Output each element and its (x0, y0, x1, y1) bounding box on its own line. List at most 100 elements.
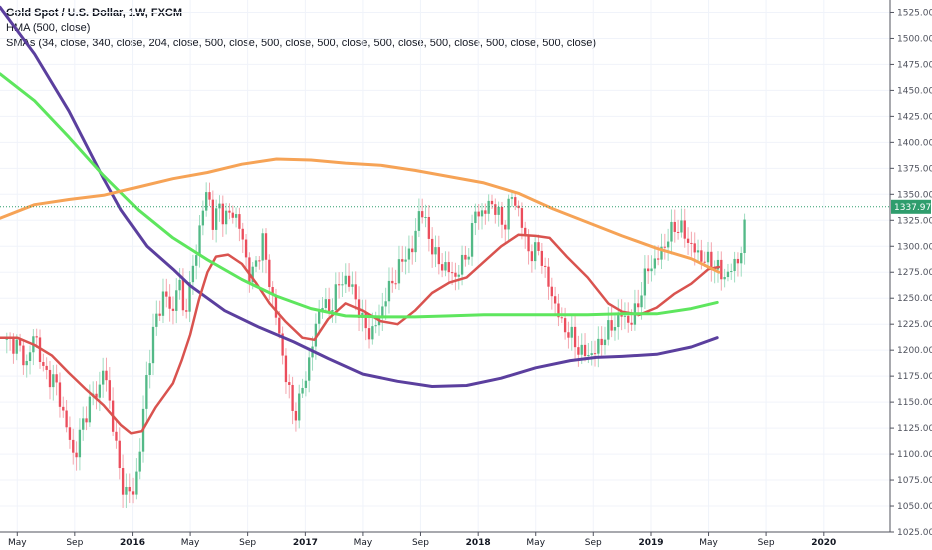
candle-body (487, 200, 490, 214)
candle-body (421, 211, 424, 218)
candle-body (205, 192, 208, 211)
candle-body (650, 268, 653, 272)
candle-body (35, 336, 38, 338)
y-tick-label: 1225.00 (897, 320, 932, 330)
x-tick-label: May (354, 538, 373, 548)
candle-body (244, 239, 248, 258)
candle-body (171, 308, 175, 311)
candle-body (258, 260, 261, 262)
candle-body (590, 353, 593, 356)
candle-body (593, 353, 597, 355)
candle-body (540, 250, 544, 266)
candle-body (653, 258, 657, 269)
candle-body (447, 262, 450, 273)
candle-body (454, 272, 457, 277)
y-tick-label: 1250.00 (897, 294, 932, 304)
candle-body (740, 253, 743, 264)
candle-body (723, 277, 726, 280)
y-tick-label: 1400.00 (897, 138, 932, 148)
candle-body (391, 280, 394, 284)
candle-body (733, 258, 736, 272)
candle-body (457, 274, 460, 277)
candle-body (145, 374, 148, 409)
candle-body (195, 255, 198, 266)
candle-body (268, 259, 271, 288)
candle-body (607, 320, 610, 340)
candle-body (663, 246, 666, 248)
candle-body (274, 295, 278, 318)
candle-body (517, 205, 520, 209)
candle-body (158, 313, 161, 316)
candle-body (347, 275, 351, 287)
candle-body (570, 326, 573, 338)
candle-body (580, 344, 583, 355)
candle-body (238, 214, 241, 229)
x-tick-label: Sep (758, 538, 775, 548)
candle-body (264, 233, 268, 260)
candle-body (397, 259, 401, 284)
y-tick-label: 1300.00 (897, 242, 932, 252)
candle-body (514, 197, 517, 206)
candle-body (128, 486, 131, 492)
candle-body (228, 210, 231, 213)
candle-body (587, 355, 590, 357)
candle-body (185, 310, 188, 312)
candle-body (55, 374, 58, 383)
candle-body (640, 295, 643, 308)
candle-body (647, 268, 650, 272)
candle-body (507, 198, 510, 230)
candle-body (62, 406, 65, 411)
candle-body (464, 254, 467, 260)
candle-body (557, 303, 560, 318)
candle-body (427, 216, 431, 239)
candle-body (294, 410, 298, 421)
chart-legend: Gold Spot / U.S. Dollar, 1W, FXCM HMA (5… (6, 6, 596, 51)
x-tick-label: May (699, 538, 718, 548)
candle-body (374, 325, 377, 327)
candle-body (610, 320, 613, 331)
candle-body (28, 352, 32, 361)
candle-body (82, 418, 85, 430)
y-tick-label: 1375.00 (897, 164, 932, 174)
candle-body (696, 250, 700, 253)
candle-body (224, 210, 228, 225)
candle-body (198, 225, 201, 256)
last-price-tag (891, 199, 931, 214)
candle-body (188, 282, 191, 312)
series-line-sma340 (0, 157, 721, 274)
candle-body (534, 242, 537, 262)
candle-body (281, 333, 284, 356)
candle-body (254, 260, 258, 267)
candle-body (88, 396, 92, 423)
candle-body (411, 248, 414, 253)
candle-body (131, 491, 135, 495)
candle-body (404, 259, 407, 262)
candle-body (65, 410, 68, 428)
candle-body (218, 203, 221, 209)
y-tick-label: 1325.00 (897, 216, 932, 226)
candle-body (577, 347, 580, 355)
candle-body (484, 210, 487, 214)
y-tick-label: 1275.00 (897, 268, 932, 278)
candle-body (72, 439, 75, 453)
candle-body (583, 344, 587, 357)
candle-body (121, 468, 125, 495)
candle-body (334, 284, 337, 310)
candle-body (241, 228, 244, 240)
series-line-sma204 (0, 72, 719, 319)
candle-body (720, 259, 723, 280)
candle-body (477, 211, 480, 217)
candle-body (676, 231, 680, 233)
y-tick-label: 1050.00 (897, 502, 932, 512)
candle-body (673, 221, 676, 232)
candle-body (231, 212, 234, 218)
candle-body (201, 210, 205, 226)
candle-body (716, 259, 720, 270)
candle-body (500, 206, 504, 225)
candle-body (331, 309, 334, 312)
candle-body (327, 299, 331, 312)
candle-body (730, 271, 733, 273)
candle-body (135, 471, 138, 495)
y-tick-label: 1075.00 (897, 476, 932, 486)
